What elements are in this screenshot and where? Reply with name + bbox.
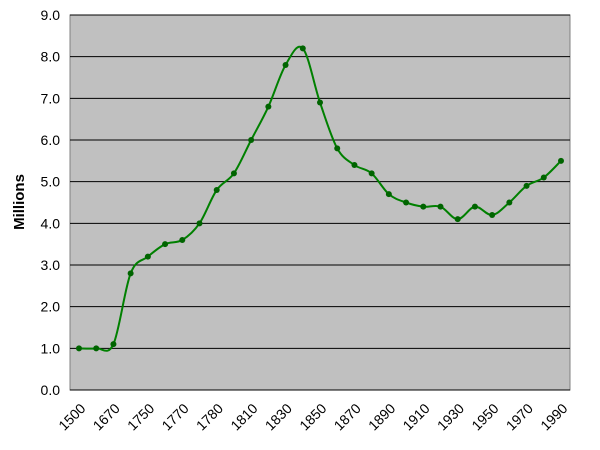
- data-point: [265, 103, 272, 110]
- data-point: [144, 253, 151, 260]
- data-point: [403, 199, 410, 206]
- data-point: [471, 203, 478, 210]
- y-tick-label: 1.0: [41, 340, 61, 356]
- x-axis-tick-labels: 1500 1670 1750 1770 1780 1810 1830 1850 1870 1890…: [55, 400, 570, 433]
- data-point: [334, 145, 341, 152]
- data-point: [282, 62, 289, 68]
- data-point: [368, 170, 375, 177]
- y-tick-label: 7.0: [41, 90, 61, 106]
- data-point: [230, 170, 237, 177]
- gridlines: [70, 14, 570, 391]
- x-tick-label: 1930: [434, 400, 467, 433]
- x-tick-label: 1750: [124, 400, 157, 433]
- x-tick-label: 1830: [262, 400, 295, 433]
- data-point: [76, 345, 82, 352]
- data-point: [93, 345, 100, 352]
- data-point: [523, 182, 530, 189]
- data-point: [317, 99, 323, 106]
- y-tick-label: 4.0: [41, 215, 61, 231]
- data-point: [420, 203, 427, 210]
- data-point: [454, 216, 461, 223]
- data-point: [248, 137, 255, 143]
- data-point: [437, 203, 444, 210]
- data-point: [489, 212, 496, 218]
- y-tick-label: 5.0: [41, 174, 61, 190]
- data-point: [110, 341, 117, 348]
- x-tick-label: 1870: [331, 400, 364, 433]
- data-point: [351, 162, 358, 168]
- data-point: [506, 199, 513, 206]
- y-tick-label: 3.0: [41, 257, 61, 273]
- x-tick-label: 1670: [90, 400, 123, 433]
- x-tick-label: 1810: [227, 400, 260, 433]
- data-point: [540, 174, 547, 181]
- y-tick-label: 6.0: [41, 132, 61, 148]
- y-tick-label: 2.0: [41, 299, 61, 315]
- x-tick-label: 1850: [296, 400, 329, 433]
- data-point: [179, 237, 186, 243]
- x-tick-label: 1780: [193, 400, 226, 433]
- x-tick-label: 1500: [55, 400, 88, 433]
- data-point: [213, 187, 220, 193]
- data-point: [196, 220, 203, 227]
- plot-area: [69, 14, 571, 391]
- y-tick-label: 8.0: [41, 49, 61, 65]
- series-markers: [76, 45, 564, 352]
- y-axis-tick-labels: 0.0 1.0 2.0 3.0 4.0 5.0 6.0 7.0 8.0 9.0: [41, 7, 61, 398]
- data-point: [127, 270, 134, 277]
- y-tick-label: 9.0: [41, 7, 61, 23]
- data-point: [385, 191, 392, 198]
- x-tick-label: 1950: [468, 400, 501, 433]
- data-point: [299, 45, 306, 52]
- x-tick-label: 1890: [365, 400, 398, 433]
- x-tick-label: 1970: [503, 400, 536, 433]
- y-axis-title: Millions: [11, 174, 28, 230]
- x-tick-label: 1770: [158, 400, 191, 433]
- data-point: [558, 157, 564, 164]
- data-point: [162, 241, 169, 248]
- x-tick-label: 1910: [399, 400, 432, 433]
- y-tick-label: 0.0: [41, 382, 61, 398]
- x-tick-label: 1990: [537, 400, 570, 433]
